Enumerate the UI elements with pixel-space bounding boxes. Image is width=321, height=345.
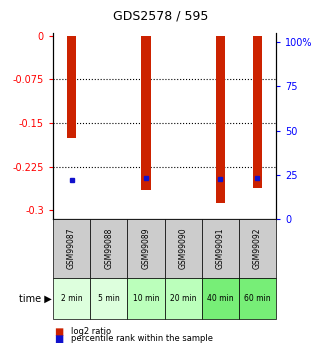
Text: GSM99090: GSM99090 [178, 228, 187, 269]
Text: GSM99088: GSM99088 [104, 228, 113, 269]
Text: ■: ■ [55, 327, 64, 337]
Text: GSM99091: GSM99091 [216, 228, 225, 269]
Text: GSM99089: GSM99089 [142, 228, 151, 269]
Bar [141, 36, 151, 190]
Text: ■: ■ [55, 334, 64, 344]
Bar [67, 36, 76, 138]
Text: time ▶: time ▶ [19, 294, 51, 303]
Bar [253, 36, 262, 188]
Text: 5 min: 5 min [98, 294, 120, 303]
Text: percentile rank within the sample: percentile rank within the sample [71, 334, 213, 343]
Text: 60 min: 60 min [244, 294, 271, 303]
Text: log2 ratio: log2 ratio [71, 327, 111, 336]
Bar [216, 36, 225, 203]
Text: 20 min: 20 min [170, 294, 196, 303]
Text: 40 min: 40 min [207, 294, 234, 303]
Text: 2 min: 2 min [61, 294, 82, 303]
Text: GSM99087: GSM99087 [67, 228, 76, 269]
Text: GSM99092: GSM99092 [253, 228, 262, 269]
Text: GDS2578 / 595: GDS2578 / 595 [113, 9, 208, 22]
Text: 10 min: 10 min [133, 294, 159, 303]
